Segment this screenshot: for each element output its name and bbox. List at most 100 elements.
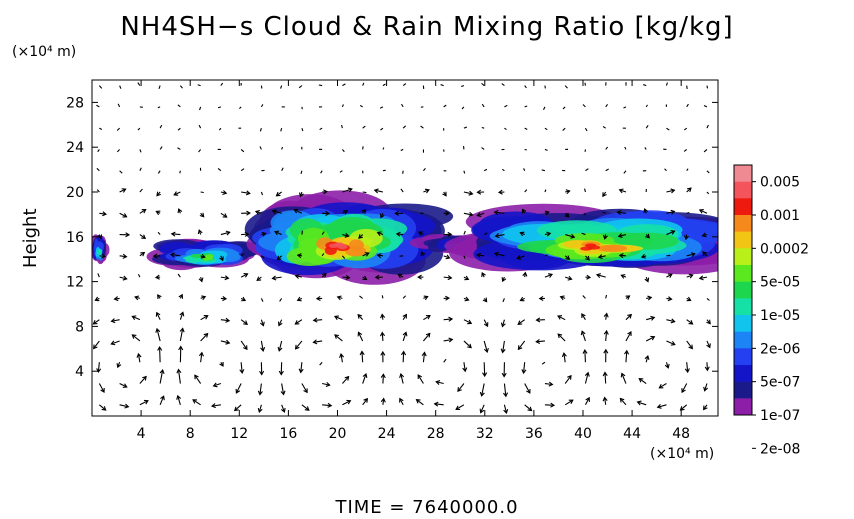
wind-vector-head <box>280 390 286 396</box>
wind-vector <box>177 395 181 405</box>
wind-vector <box>258 404 262 413</box>
colorbar-cell <box>734 231 752 249</box>
wind-vector <box>625 331 632 342</box>
wind-vector-head <box>585 255 590 261</box>
wind-vector-head <box>618 253 624 259</box>
wind-vector-head <box>619 397 625 403</box>
x-tick-label: 12 <box>230 426 248 442</box>
wind-vector <box>156 312 161 320</box>
wind-vector-head <box>323 189 328 195</box>
cloud-region <box>444 203 718 275</box>
wind-vector <box>200 191 204 194</box>
wind-vector <box>177 369 181 384</box>
wind-vector <box>240 362 243 373</box>
wind-vector <box>357 332 364 342</box>
wind-vector <box>320 170 323 174</box>
wind-vector <box>98 383 105 393</box>
wind-vector <box>361 351 364 363</box>
wind-vector-head <box>362 372 368 378</box>
x-tick-label: 44 <box>623 426 641 442</box>
wind-vector <box>443 104 447 108</box>
wind-vector <box>362 191 367 194</box>
wind-vector <box>544 127 548 131</box>
wind-vector <box>402 332 407 342</box>
wind-vector <box>97 273 100 278</box>
wind-vector <box>341 376 350 384</box>
wind-vector <box>359 104 363 108</box>
wind-vector <box>619 398 627 406</box>
wind-vector <box>481 126 485 129</box>
wind-vector <box>461 106 465 110</box>
wind-vector-head <box>110 318 116 324</box>
wind-vector-head <box>125 232 131 238</box>
wind-vector <box>524 127 528 130</box>
wind-vector-head <box>627 331 632 336</box>
y-tick-label: 4 <box>75 364 84 380</box>
wind-vector <box>213 382 222 387</box>
wind-vector-head <box>603 329 609 335</box>
x-axis-unit: (×10⁴ m) <box>650 446 715 462</box>
wind-vector <box>300 362 303 373</box>
wind-vector <box>93 319 100 325</box>
wind-vector-head <box>224 275 230 281</box>
wind-vector-head <box>521 369 527 375</box>
wind-vector <box>159 396 165 406</box>
wind-vector <box>680 404 688 411</box>
wind-vector <box>342 234 349 237</box>
wind-vector <box>220 276 229 279</box>
wind-vector-head <box>516 255 522 260</box>
wind-vector <box>374 189 384 193</box>
wind-vector <box>342 400 351 406</box>
wind-vector-head <box>448 337 454 343</box>
wind-vector <box>362 398 368 406</box>
wind-vector-head <box>667 296 673 302</box>
wind-vector <box>240 319 248 325</box>
wind-vector-head <box>701 232 707 238</box>
wind-vector <box>436 381 444 385</box>
wind-vector <box>602 211 606 214</box>
wind-vector-head <box>198 351 204 357</box>
wind-vector-head <box>122 383 128 388</box>
wind-vector-head <box>154 274 160 280</box>
wind-vector <box>322 382 330 386</box>
wind-vector-head <box>476 212 482 218</box>
wind-vector <box>381 295 384 299</box>
wind-vector <box>340 353 343 363</box>
wind-vector <box>156 328 161 342</box>
wind-vector-head <box>280 407 286 413</box>
wind-vector <box>313 340 323 343</box>
wind-vector-head <box>143 399 149 405</box>
wind-vector <box>171 233 181 236</box>
wind-vector <box>596 274 606 278</box>
wind-vector <box>211 404 221 407</box>
colorbar-cell <box>734 331 752 349</box>
wind-vector <box>382 83 386 87</box>
wind-vector-head <box>373 188 379 194</box>
wind-vector <box>481 147 485 150</box>
colorbar-cell <box>734 315 752 332</box>
wind-vector <box>704 383 708 391</box>
wind-vector <box>495 234 505 237</box>
wind-vector-head <box>271 275 277 281</box>
wind-vector <box>703 149 708 153</box>
wind-vector-head <box>448 316 454 322</box>
wind-vector <box>341 124 343 129</box>
wind-vector <box>199 106 202 111</box>
wind-vector-head <box>140 251 146 257</box>
wind-vector-head <box>688 273 694 279</box>
wind-vector <box>342 83 346 87</box>
wind-vector <box>260 298 264 302</box>
wind-vector-head <box>170 231 176 237</box>
colorbar-cell <box>734 381 752 399</box>
colorbar-label: 0.001 <box>760 208 800 224</box>
wind-vector <box>617 211 627 214</box>
wind-vector <box>544 189 547 193</box>
wind-vector-head <box>493 251 499 257</box>
wind-vector-head <box>395 231 401 237</box>
wind-vector-head <box>364 252 370 257</box>
wind-vector-head <box>706 343 711 349</box>
wind-vector-head <box>445 254 451 260</box>
wind-vector <box>584 188 586 193</box>
wind-vector <box>483 340 488 353</box>
wind-vector-head <box>667 273 673 278</box>
